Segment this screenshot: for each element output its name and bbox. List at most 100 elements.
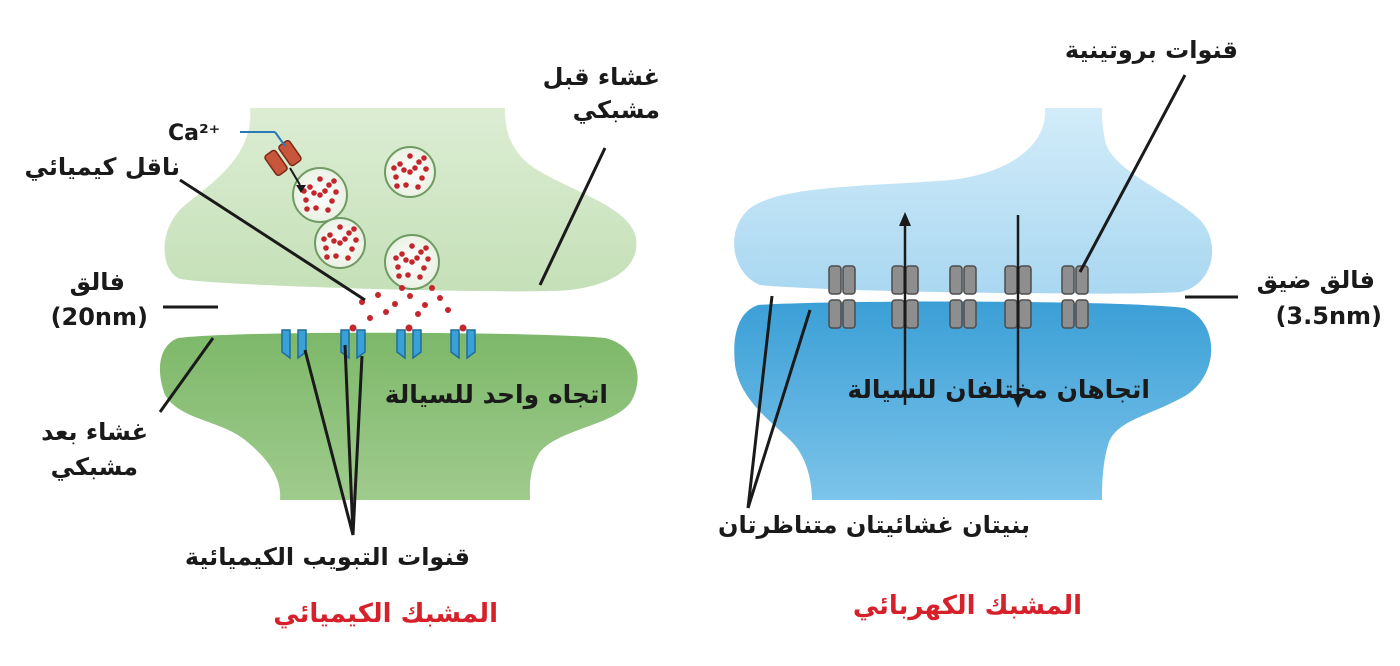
connexon-subunit: [1018, 265, 1032, 295]
downward-flow-arrow: [1012, 215, 1024, 408]
upward-flow-arrow: [899, 212, 911, 405]
neurotransmitter-dot: [409, 243, 415, 249]
electrical-postsynaptic-cell: [734, 301, 1212, 500]
connexon-subunit: [1004, 299, 1018, 329]
connexon-subunit: [963, 299, 977, 329]
connexon-subunit: [891, 299, 905, 329]
electrical-synapse: قنوات بروتينية فالق ضيق (3.5nm) اتجاهان …: [718, 36, 1382, 621]
neurotransmitter-dot: [331, 178, 337, 184]
connexon-subunit: [905, 299, 919, 329]
neurotransmitter-dot: [417, 274, 423, 280]
neurotransmitter-dot: [409, 259, 415, 265]
neurotransmitter-dot: [391, 165, 397, 171]
neurotransmitter-dot: [329, 198, 335, 204]
neurotransmitter-dot: [304, 206, 310, 212]
neurotransmitter-dot: [337, 224, 343, 230]
cleft-label: فالق: [70, 268, 125, 296]
gated-channel: [396, 324, 422, 360]
neurotransmitter-label: ناقل كيميائي: [25, 153, 180, 181]
one-direction-label: اتجاه واحد للسيالة: [385, 380, 608, 410]
presynaptic-membrane-label: غشاء قبل: [543, 63, 660, 91]
neurotransmitter-dot: [322, 188, 328, 194]
neurotransmitter-dot: [407, 153, 413, 159]
neurotransmitter-dot: [313, 205, 319, 211]
neurotransmitter-dot: [419, 175, 425, 181]
neurotransmitter-dot: [321, 236, 327, 242]
neurotransmitter-dot: [415, 184, 421, 190]
neurotransmitter-dot: [397, 161, 403, 167]
neurotransmitter-dot: [342, 236, 348, 242]
neurotransmitter-dot: [317, 192, 323, 198]
gap-junction-channel: [828, 265, 856, 329]
neurotransmitter-dot: [333, 253, 339, 259]
gap-junction-channel: [949, 265, 977, 329]
connexon-subunit: [949, 265, 963, 295]
narrow-cleft-label: فالق ضيق: [1257, 266, 1375, 294]
synaptic-vesicle: [384, 146, 436, 198]
neurotransmitter-dot: [403, 182, 409, 188]
gap-junction-channel: [1061, 265, 1089, 329]
synaptic-vesicle: [292, 167, 348, 223]
neurotransmitter-dot: [423, 245, 429, 251]
connexon-subunit: [828, 299, 842, 329]
neurotransmitter-dot: [423, 166, 429, 172]
neurotransmitter-dot: [349, 246, 355, 252]
neurotransmitter-dot: [337, 240, 343, 246]
cleft-width-label: (20nm): [51, 303, 148, 331]
connexon-subunit: [1018, 299, 1032, 329]
electrical-synapse-title: المشبك الكهربائي: [853, 591, 1082, 621]
gated-channels-label: قنوات التبويب الكيميائية: [185, 543, 470, 571]
neurotransmitter-dot: [393, 255, 399, 261]
neurotransmitter-dot: [353, 237, 359, 243]
neurotransmitter-dot: [401, 167, 407, 173]
presynaptic-membrane-label-line2: مشبكي: [573, 96, 660, 124]
chemical-synapse: غشاء قبل مشبكي Ca²⁺ ناقل كيميائي فالق (2…: [25, 63, 660, 629]
narrow-cleft-width-label: (3.5nm): [1275, 302, 1382, 330]
connexon-subunit: [1075, 299, 1089, 329]
connexon-subunit: [1004, 265, 1018, 295]
neurotransmitter-dot: [421, 155, 427, 161]
neurotransmitter-dot: [311, 190, 317, 196]
neurotransmitter-dot: [399, 251, 405, 257]
neurotransmitter-dot: [351, 226, 357, 232]
connexon-subunit: [1061, 299, 1075, 329]
neurotransmitter-dot: [412, 165, 418, 171]
neurotransmitter-dot: [331, 238, 337, 244]
connexon-subunit: [828, 265, 842, 295]
symmetric-membranes-label: بنيتان غشائيتان متناظرتان: [718, 511, 1030, 539]
connexon-subunit: [963, 265, 977, 295]
neurotransmitter-dot: [303, 197, 309, 203]
neurotransmitter-dot: [403, 257, 409, 263]
neurotransmitter-dot: [325, 207, 331, 213]
two-directions-label: اتجاهان مختلفان للسيالة: [847, 375, 1150, 404]
electrical-leader-lines: [746, 74, 1238, 509]
connexon-subunit: [949, 299, 963, 329]
connexon-subunit: [842, 299, 856, 329]
gap-junction-channel: [891, 265, 919, 329]
neurotransmitter-dot: [418, 249, 424, 255]
neurotransmitter-dot: [395, 264, 401, 270]
neurotransmitter-dot: [407, 169, 413, 175]
chemical-leader-lines: [158, 147, 607, 536]
gated-channel: [340, 324, 366, 360]
neurotransmitter-dot: [307, 184, 313, 190]
gated-channel: [450, 324, 476, 360]
calcium-label: Ca²⁺: [168, 121, 220, 146]
neurotransmitter-dot: [405, 272, 411, 278]
synaptic-vesicle: [314, 217, 366, 269]
neurotransmitter-dot: [425, 256, 431, 262]
chemical-synapse-title: المشبك الكيميائي: [273, 599, 498, 629]
neurotransmitter-dot: [416, 159, 422, 165]
neurotransmitter-dot: [317, 176, 323, 182]
connexon-subunit: [1061, 265, 1075, 295]
neurotransmitter-dot: [393, 174, 399, 180]
postsynaptic-membrane-label: غشاء بعد: [41, 418, 148, 446]
neurotransmitter-dot: [324, 254, 330, 260]
neurotransmitter-dot: [345, 255, 351, 261]
neurotransmitter-dot: [421, 265, 427, 271]
neurotransmitter-dot: [394, 183, 400, 189]
calcium-channel: [264, 139, 302, 177]
neurotransmitter-dot: [346, 230, 352, 236]
